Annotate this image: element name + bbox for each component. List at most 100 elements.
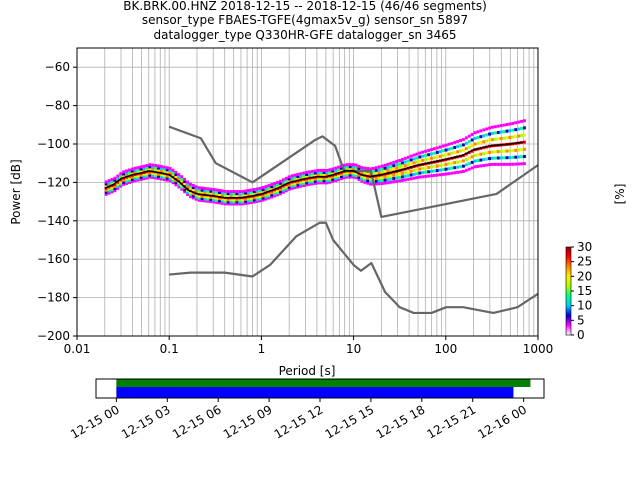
psd-cell (261, 194, 265, 198)
psd-cell (174, 181, 178, 185)
psd-cell (383, 181, 387, 185)
psd-cell (235, 198, 239, 202)
psd-cell (177, 177, 181, 181)
psd-cell (313, 173, 317, 177)
psd-cell (491, 150, 494, 154)
noise-model-lower (169, 221, 539, 315)
psd-cell (348, 171, 352, 175)
psd-cell (476, 153, 480, 157)
psd-cell (316, 168, 320, 172)
psd-cell (223, 198, 227, 202)
psd-cell (470, 144, 474, 148)
psd-cell (165, 176, 169, 180)
psd-cell (293, 184, 297, 188)
psd-cell (104, 182, 108, 186)
psd-cell (511, 162, 515, 166)
psd-cell (496, 162, 500, 166)
psd-cell (369, 177, 372, 181)
psd-cell (427, 148, 431, 152)
psd-cell (369, 182, 372, 186)
psd-cell (229, 200, 233, 204)
psd-cell (104, 188, 108, 192)
psd-cell (485, 157, 489, 161)
psd-cell (424, 166, 428, 170)
psd-cell (206, 187, 210, 191)
psd-cell (218, 197, 221, 201)
psd-cell (215, 196, 219, 200)
psd-cell (406, 174, 410, 178)
psd-cell (223, 194, 227, 198)
psd-cell (188, 184, 192, 188)
psd-cell (203, 189, 207, 193)
psd-cell (281, 180, 285, 184)
psd-cell (508, 162, 512, 166)
psd-cell (226, 200, 230, 204)
psd-cell (191, 196, 195, 200)
psd-cell (122, 174, 126, 178)
psd-cell (197, 190, 201, 194)
psd-cell (369, 180, 372, 184)
psd-cell (514, 148, 518, 152)
psd-cell (328, 170, 332, 174)
psd-cell (432, 147, 436, 151)
psd-cell (113, 187, 117, 191)
psd-cell (502, 130, 506, 134)
psd-cell (383, 166, 387, 170)
psd-cell (398, 172, 401, 176)
psd-cell (334, 168, 338, 172)
psd-cell (203, 197, 207, 201)
psd-cell (232, 202, 236, 206)
psd-cell (235, 194, 239, 198)
psd-cell (165, 178, 169, 182)
psd-cell (508, 129, 512, 133)
psd-cell (444, 153, 448, 157)
psd-cell (188, 191, 192, 195)
psd-cell (302, 173, 306, 177)
psd-cell (157, 168, 160, 172)
psd-cell (418, 171, 422, 175)
psd-cell (319, 177, 323, 181)
psd-cell (162, 173, 166, 177)
psd-cell (218, 199, 221, 203)
psd-cell (139, 177, 143, 181)
psd-cell (496, 131, 500, 135)
psd-cell (183, 184, 187, 188)
psd-cell (456, 165, 460, 169)
psd-cell (127, 170, 131, 174)
psd-cell (255, 199, 259, 203)
psd-cell (389, 177, 393, 181)
psd-cell (177, 179, 181, 183)
psd-cell (238, 200, 242, 204)
psd-cell (328, 168, 332, 172)
psd-cell (488, 138, 492, 142)
psd-cell (133, 177, 137, 181)
psd-cell (424, 174, 428, 178)
psd-cell (386, 168, 390, 172)
psd-cell (348, 173, 352, 177)
psd-cell (308, 180, 311, 184)
psd-cell (415, 176, 419, 180)
psd-cell (136, 170, 140, 174)
psd-cell (421, 150, 425, 154)
psd-cell (171, 174, 175, 178)
psd-cell (430, 174, 433, 178)
psd-cell (157, 166, 160, 170)
psd-cell (511, 135, 515, 139)
psd-cell (168, 179, 172, 183)
psd-cell (447, 147, 451, 151)
psd-cell (473, 136, 477, 140)
psd-cell (441, 154, 445, 158)
psd-cell (194, 185, 198, 189)
psd-cell (424, 149, 428, 153)
psd-cell (177, 185, 181, 189)
psd-cell (197, 186, 201, 190)
psd-cell (133, 166, 137, 170)
psd-cell (142, 173, 146, 177)
psd-cell (482, 158, 486, 162)
psd-cell (482, 128, 486, 132)
psd-cell (499, 124, 503, 128)
psd-cell (171, 177, 175, 181)
psd-cell (133, 170, 137, 174)
psd-cell (453, 145, 457, 149)
